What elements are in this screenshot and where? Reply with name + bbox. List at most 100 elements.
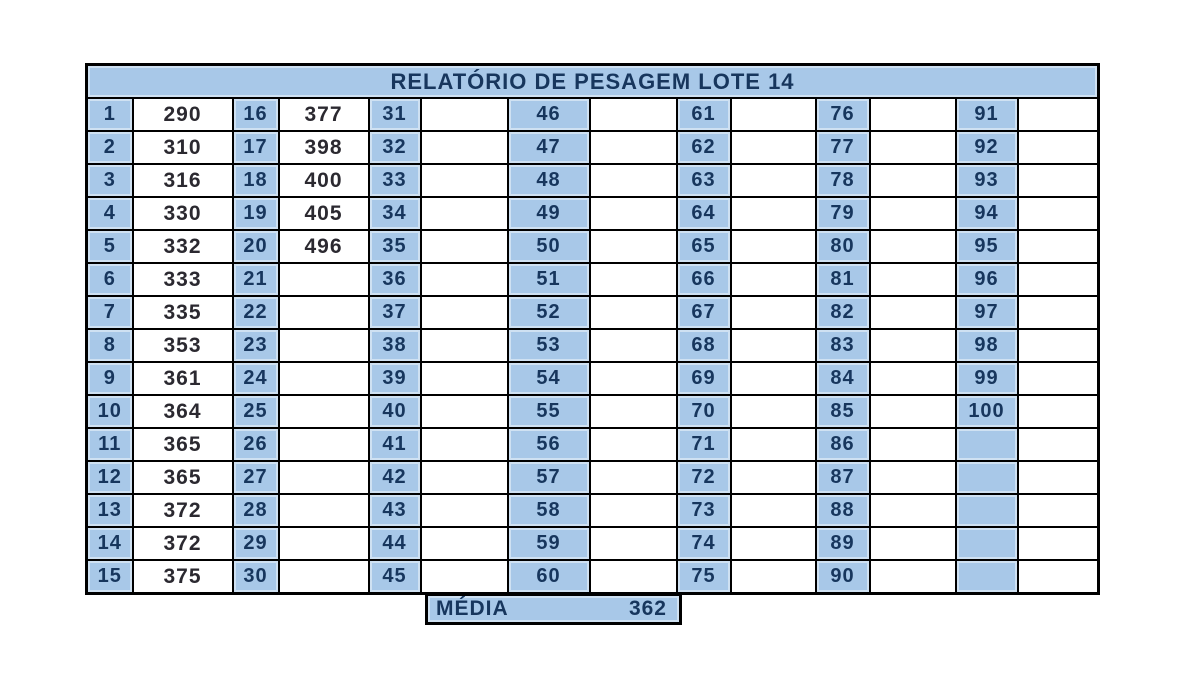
value-cell bbox=[1016, 196, 1100, 231]
index-cell: 63 bbox=[675, 163, 732, 198]
index-cell: 22 bbox=[231, 295, 280, 330]
index-cell: 98 bbox=[954, 328, 1019, 363]
index-cell: 62 bbox=[675, 130, 732, 165]
index-cell: 7 bbox=[85, 295, 134, 330]
index-cell: 57 bbox=[506, 460, 591, 495]
value-cell bbox=[868, 229, 957, 264]
table-row: 9 361 24 39 54 69 84 99 bbox=[85, 361, 1100, 396]
value-cell bbox=[419, 493, 509, 528]
index-cell: 44 bbox=[367, 526, 422, 561]
value-cell bbox=[419, 295, 509, 330]
value-cell: 330 bbox=[131, 196, 234, 231]
index-cell: 50 bbox=[506, 229, 591, 264]
index-cell: 67 bbox=[675, 295, 732, 330]
index-cell: 91 bbox=[954, 97, 1019, 132]
value-cell bbox=[868, 328, 957, 363]
index-cell: 56 bbox=[506, 427, 591, 462]
value-cell bbox=[1016, 97, 1100, 132]
value-cell bbox=[588, 262, 678, 297]
index-cell: 23 bbox=[231, 328, 280, 363]
value-cell bbox=[588, 328, 678, 363]
value-cell bbox=[588, 559, 678, 595]
table-row: 12 365 27 42 57 72 87 bbox=[85, 460, 1100, 495]
index-cell: 74 bbox=[675, 526, 732, 561]
index-cell: 5 bbox=[85, 229, 134, 264]
value-cell bbox=[729, 229, 817, 264]
value-cell bbox=[419, 361, 509, 396]
index-cell: 55 bbox=[506, 394, 591, 429]
value-cell bbox=[588, 526, 678, 561]
value-cell bbox=[868, 526, 957, 561]
value-cell bbox=[277, 559, 370, 595]
index-cell: 83 bbox=[814, 328, 871, 363]
value-cell bbox=[729, 493, 817, 528]
value-cell bbox=[419, 460, 509, 495]
value-cell bbox=[868, 361, 957, 396]
index-cell: 77 bbox=[814, 130, 871, 165]
table-row: 13 372 28 43 58 73 88 bbox=[85, 493, 1100, 528]
value-cell bbox=[868, 427, 957, 462]
value-cell bbox=[588, 493, 678, 528]
index-cell: 52 bbox=[506, 295, 591, 330]
index-cell: 15 bbox=[85, 559, 134, 595]
index-cell: 58 bbox=[506, 493, 591, 528]
index-cell: 29 bbox=[231, 526, 280, 561]
value-cell bbox=[277, 262, 370, 297]
index-cell: 1 bbox=[85, 97, 134, 132]
value-cell: 290 bbox=[131, 97, 234, 132]
table-row: 10 364 25 40 55 70 85 100 bbox=[85, 394, 1100, 429]
value-cell bbox=[729, 361, 817, 396]
weighing-report: RELATÓRIO DE PESAGEM LOTE 14 1 290 16 377 31… bbox=[85, 63, 1100, 625]
value-cell bbox=[588, 196, 678, 231]
value-cell bbox=[868, 394, 957, 429]
value-cell bbox=[868, 130, 957, 165]
value-cell bbox=[1016, 295, 1100, 330]
index-cell: 13 bbox=[85, 493, 134, 528]
value-cell bbox=[1016, 460, 1100, 495]
value-cell: 361 bbox=[131, 361, 234, 396]
index-cell: 96 bbox=[954, 262, 1019, 297]
index-cell: 11 bbox=[85, 427, 134, 462]
table-row: 6 333 21 36 51 66 81 96 bbox=[85, 262, 1100, 297]
value-cell bbox=[588, 163, 678, 198]
value-cell bbox=[1016, 130, 1100, 165]
media-label: MÉDIA bbox=[436, 597, 509, 620]
value-cell bbox=[588, 295, 678, 330]
value-cell: 364 bbox=[131, 394, 234, 429]
index-cell: 38 bbox=[367, 328, 422, 363]
index-cell: 73 bbox=[675, 493, 732, 528]
index-cell: 31 bbox=[367, 97, 422, 132]
index-cell: 88 bbox=[814, 493, 871, 528]
table-row: 1 290 16 377 31 46 61 76 91 bbox=[85, 97, 1100, 132]
table-row: 7 335 22 37 52 67 82 97 bbox=[85, 295, 1100, 330]
value-cell bbox=[277, 361, 370, 396]
index-cell: 41 bbox=[367, 427, 422, 462]
value-cell bbox=[1016, 526, 1100, 561]
value-cell bbox=[868, 163, 957, 198]
table-row: 2 310 17 398 32 47 62 77 92 bbox=[85, 130, 1100, 165]
index-cell: 85 bbox=[814, 394, 871, 429]
value-cell bbox=[868, 97, 957, 132]
value-cell bbox=[729, 526, 817, 561]
index-cell: 47 bbox=[506, 130, 591, 165]
value-cell bbox=[1016, 262, 1100, 297]
value-cell bbox=[277, 394, 370, 429]
value-cell bbox=[729, 328, 817, 363]
index-cell: 42 bbox=[367, 460, 422, 495]
index-cell: 8 bbox=[85, 328, 134, 363]
index-cell: 84 bbox=[814, 361, 871, 396]
index-cell: 95 bbox=[954, 229, 1019, 264]
index-cell: 54 bbox=[506, 361, 591, 396]
value-cell bbox=[419, 229, 509, 264]
value-cell bbox=[588, 460, 678, 495]
value-cell bbox=[868, 460, 957, 495]
table-row: 14 372 29 44 59 74 89 bbox=[85, 526, 1100, 561]
index-cell: 36 bbox=[367, 262, 422, 297]
value-cell bbox=[729, 295, 817, 330]
index-cell: 78 bbox=[814, 163, 871, 198]
index-cell: 16 bbox=[231, 97, 280, 132]
index-cell: 45 bbox=[367, 559, 422, 595]
index-cell: 89 bbox=[814, 526, 871, 561]
report-table: RELATÓRIO DE PESAGEM LOTE 14 1 290 16 377 31… bbox=[85, 63, 1100, 595]
index-cell: 64 bbox=[675, 196, 732, 231]
